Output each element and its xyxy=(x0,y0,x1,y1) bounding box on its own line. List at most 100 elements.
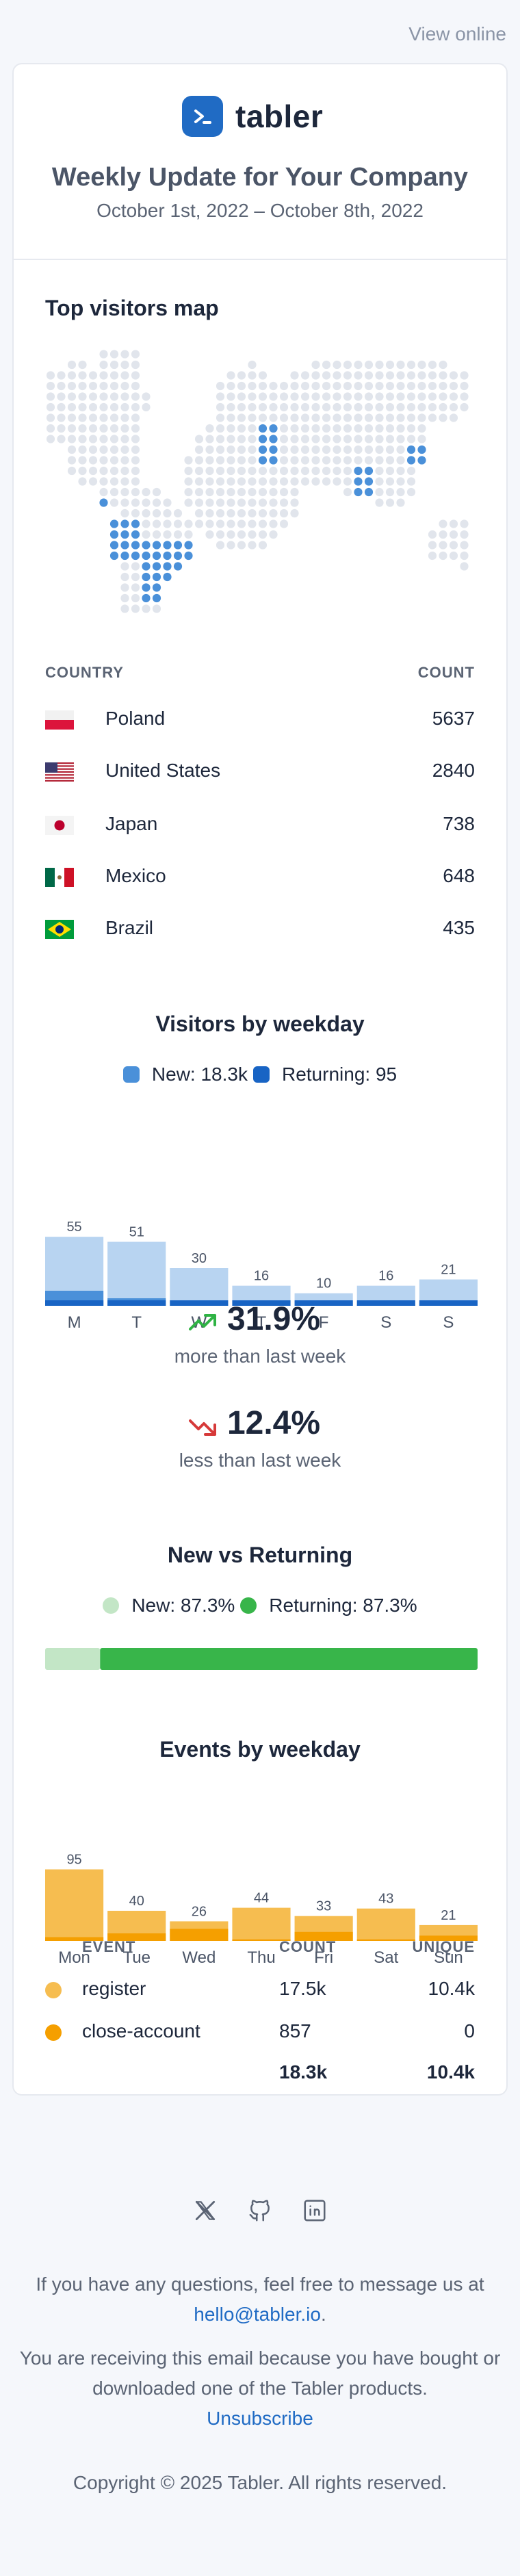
map-dot xyxy=(46,424,55,433)
map-dot xyxy=(237,413,246,422)
map-dot xyxy=(375,424,384,433)
returning-legend-label: Returning: 95 xyxy=(281,1064,398,1085)
map-dot xyxy=(333,435,341,443)
total-unique: 10.4k xyxy=(426,2061,475,2083)
map-dot xyxy=(385,381,395,391)
map-dot xyxy=(364,371,374,380)
bar-value-label: 55 xyxy=(66,1220,81,1235)
map-dot xyxy=(248,498,257,507)
map-dot xyxy=(216,508,225,518)
map-dot xyxy=(131,392,140,401)
unsubscribe-link[interactable]: Unsubscribe xyxy=(207,2408,313,2429)
map-dot xyxy=(46,371,55,380)
map-dot xyxy=(131,604,140,613)
map-dot xyxy=(67,413,77,422)
map-dot xyxy=(428,381,437,391)
map-dot xyxy=(460,371,469,380)
visitors-bar xyxy=(170,1268,229,1306)
map-dot xyxy=(226,519,235,528)
map-dot xyxy=(88,477,98,486)
map-dot xyxy=(226,487,235,497)
map-dot xyxy=(237,477,246,486)
bar-value-label: 21 xyxy=(441,1908,456,1923)
bar-value-label: 30 xyxy=(192,1251,207,1266)
map-dot xyxy=(290,445,299,454)
map-dot xyxy=(216,477,225,486)
map-dot xyxy=(237,445,246,454)
visitors-chart-title: Visitors by weekday xyxy=(155,1012,365,1036)
map-dot xyxy=(354,435,363,443)
map-dot xyxy=(269,456,278,465)
map-dot xyxy=(109,477,119,486)
map-dot xyxy=(258,435,268,443)
map-dot xyxy=(300,392,310,401)
map-dot xyxy=(142,498,151,507)
map-dot xyxy=(205,487,214,497)
map-dot xyxy=(216,541,225,550)
map-dot xyxy=(396,435,405,443)
map-dot xyxy=(364,456,374,465)
map-dot xyxy=(290,413,299,422)
map-dot xyxy=(439,371,447,380)
map-dot xyxy=(163,519,172,528)
map-dot xyxy=(417,371,426,380)
map-dot xyxy=(120,498,129,507)
day-label: Sat xyxy=(374,1948,398,1967)
map-dot xyxy=(269,530,278,539)
map-dot xyxy=(120,477,129,486)
map-dot xyxy=(88,371,98,380)
map-dot xyxy=(258,530,268,539)
map-dot xyxy=(109,445,119,454)
map-dot xyxy=(120,562,129,571)
map-dot xyxy=(248,530,257,539)
map-dot xyxy=(184,466,193,476)
map-dot xyxy=(237,541,246,550)
linkedin-icon[interactable] xyxy=(300,2195,330,2226)
map-dot xyxy=(354,392,363,401)
map-dot xyxy=(248,371,257,380)
country-count: 2840 xyxy=(432,760,475,781)
map-dot xyxy=(142,604,151,613)
map-dot xyxy=(248,487,257,497)
github-icon[interactable] xyxy=(245,2195,275,2226)
map-dot xyxy=(120,530,129,539)
map-dot xyxy=(269,466,278,476)
contact-email-link[interactable]: hello@tabler.io xyxy=(194,2304,321,2325)
map-title: Top visitors map xyxy=(45,296,219,320)
view-online-link[interactable]: View online xyxy=(408,23,506,44)
map-dot xyxy=(131,360,140,370)
map-dot xyxy=(449,541,458,550)
map-dot xyxy=(258,413,268,422)
map-dot xyxy=(131,519,140,528)
map-dot xyxy=(57,402,66,412)
bar-value-label: 16 xyxy=(378,1269,393,1284)
events-chart-title: Events by weekday xyxy=(159,1737,361,1762)
map-dot xyxy=(109,530,119,539)
x-icon[interactable] xyxy=(190,2195,220,2226)
tabler-logo[interactable]: tabler xyxy=(182,96,323,137)
event-bar xyxy=(232,1907,291,1941)
map-dot xyxy=(99,413,108,422)
map-dot xyxy=(279,456,289,465)
close-account-bar xyxy=(294,1931,353,1941)
map-dot xyxy=(131,583,140,592)
map-dot xyxy=(396,445,405,454)
map-dot xyxy=(269,413,278,422)
map-dot xyxy=(248,541,257,550)
map-dot xyxy=(354,466,363,476)
trending-down-icon xyxy=(189,1419,216,1436)
map-dot xyxy=(152,604,161,613)
map-dot xyxy=(78,371,87,380)
map-dot xyxy=(194,435,204,443)
map-dot xyxy=(152,583,161,592)
map-dot xyxy=(163,562,172,571)
map-dot xyxy=(385,477,395,486)
map-dot xyxy=(417,445,426,454)
map-dot xyxy=(120,371,129,380)
map-dot xyxy=(439,541,447,550)
map-dot xyxy=(237,456,246,465)
map-dot xyxy=(237,498,246,507)
visitors-legend: New: 18.3k Returning: 95 xyxy=(14,1064,506,1085)
map-dot xyxy=(194,498,204,507)
